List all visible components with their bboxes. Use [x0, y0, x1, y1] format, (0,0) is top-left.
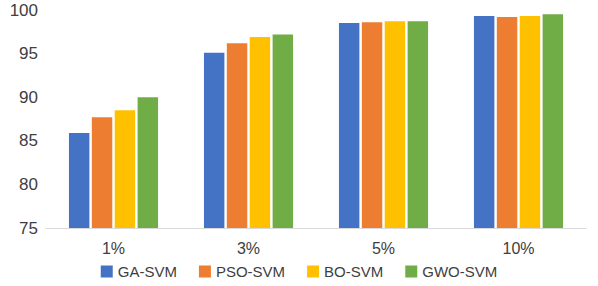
svg-text:85: 85: [19, 131, 38, 150]
svg-text:10%: 10%: [502, 240, 534, 257]
svg-text:1%: 1%: [102, 240, 125, 257]
svg-text:90: 90: [19, 88, 38, 107]
svg-text:80: 80: [19, 175, 38, 194]
svg-text:3%: 3%: [237, 240, 260, 257]
svg-text:GA-SVM: GA-SVM: [118, 263, 177, 280]
svg-text:75: 75: [19, 219, 38, 238]
svg-text:95: 95: [19, 44, 38, 63]
svg-text:GWO-SVM: GWO-SVM: [422, 263, 497, 280]
svg-text:100: 100: [10, 1, 38, 20]
svg-text:PSO-SVM: PSO-SVM: [216, 263, 285, 280]
svg-text:5%: 5%: [372, 240, 395, 257]
svg-text:BO-SVM: BO-SVM: [324, 263, 383, 280]
